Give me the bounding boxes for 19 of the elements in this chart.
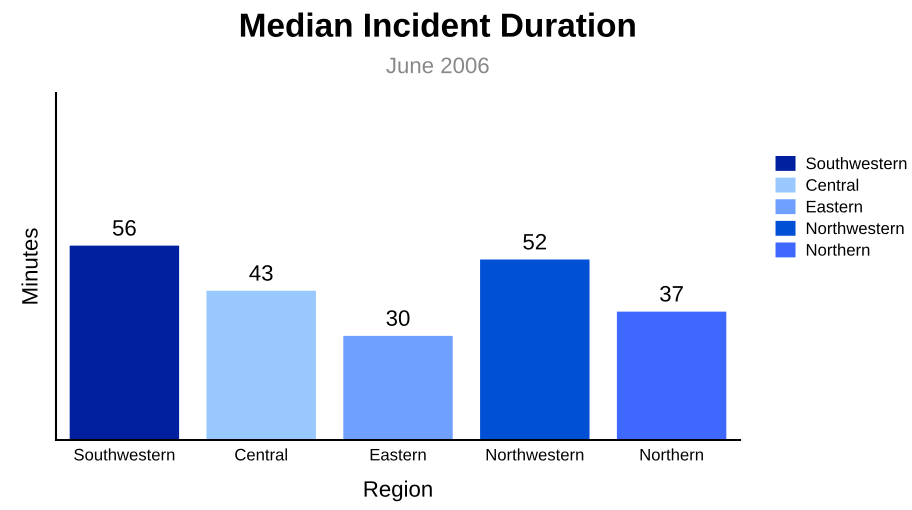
- x-tick-label: Southwestern: [74, 448, 174, 461]
- x-tick-label: Northern: [640, 448, 703, 461]
- legend-label: Southwestern: [806, 157, 906, 170]
- x-tick-label: Northwestern: [486, 448, 584, 461]
- data-label: 52: [523, 234, 546, 250]
- legend-label: Central: [806, 178, 858, 191]
- x-tick-label: Central: [235, 448, 287, 461]
- legend-label: Northwestern: [806, 222, 904, 234]
- chart-title: Median Incident Duration: [240, 12, 635, 37]
- legend-label: Eastern: [806, 200, 862, 213]
- data-label: 43: [249, 265, 273, 281]
- legend-label: Northern: [806, 244, 870, 256]
- data-label: 37: [660, 286, 683, 302]
- x-axis-title: Region: [364, 480, 432, 502]
- chart-subtitle: June 2006: [386, 58, 489, 74]
- data-label: 30: [386, 310, 410, 326]
- data-label: 56: [112, 220, 136, 236]
- x-tick-label: Eastern: [370, 448, 426, 461]
- y-axis-title: Minutes: [21, 228, 38, 304]
